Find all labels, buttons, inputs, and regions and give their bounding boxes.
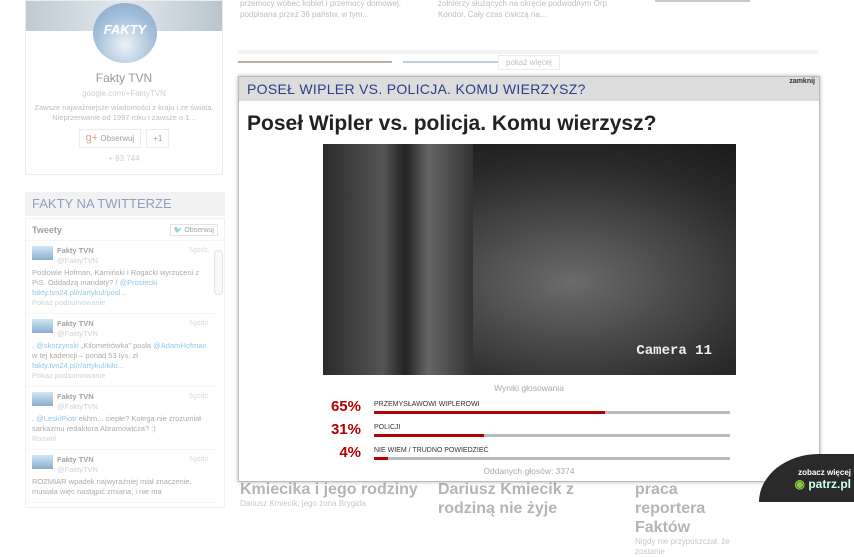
option-percent: 4% — [339, 444, 361, 461]
result-bar-fill — [374, 434, 485, 437]
poll-option: 31% POLICJI — [239, 421, 819, 445]
profile-name[interactable]: Fakty TVN — [95, 71, 153, 85]
show-summary-link[interactable]: Pokaż podsumowanie — [32, 371, 106, 380]
video-frame — [323, 144, 473, 375]
option-percent: 65% — [330, 398, 361, 415]
tweet-handle: @FaktyTVN — [57, 465, 98, 474]
follower-count: + 83 744 — [108, 154, 140, 163]
news-teaser[interactable]: żołnierzy służących na okręcie podwodnym… — [438, 0, 607, 19]
eye-icon: ◉ — [794, 477, 805, 491]
mention-link[interactable]: @Prosiecki — [119, 278, 158, 287]
news-teaser[interactable]: przemocy wobec kobiet i przemocy domowej… — [240, 0, 401, 19]
show-more-button[interactable]: pokaż więcej — [498, 55, 560, 70]
poll-option: 4% NIE WIEM / TRUDNO POWIEDZIEĆ — [239, 444, 819, 468]
twitter-bird-icon: 🐦 — [173, 226, 183, 234]
news-item[interactable]: praca reportera Faktów Nigdy nie przypusz… — [635, 480, 750, 557]
option-percent: 31% — [330, 421, 361, 438]
tweet-text: w tej kadencji – ponad 53 tys. zł — [32, 351, 138, 360]
tweet-handle: @FaktyTVN — [57, 256, 98, 265]
poll-header: POSEŁ WIPLER VS. POLICJA. KOMU WIERZYSZ? — [239, 77, 819, 101]
expand-link[interactable]: Rozwiń — [32, 434, 57, 443]
results-label: Wyniki głosowania — [494, 383, 564, 393]
article-link[interactable]: fakty.tvn24.pl/r/artykul/posl... — [32, 288, 127, 297]
profile-description: Zawsze najważniejsze wiadomości z kraju … — [34, 103, 214, 122]
tweet-handle: @FaktyTVN — [57, 402, 98, 411]
news-title[interactable]: Kmiecika i jego rodziny — [240, 481, 418, 498]
news-title[interactable]: praca reportera Faktów — [635, 481, 706, 536]
gplus-follow-button[interactable]: g+ Obserwuj — [78, 129, 142, 148]
option-label: NIE WIEM / TRUDNO POWIEDZIEĆ — [374, 447, 489, 454]
news-summary: Dariusz Kmiecik, jego żona Brygida — [240, 499, 366, 508]
option-label: POLICJI — [374, 424, 401, 431]
news-summary: Nigdy nie przypuszczał, że zostanie — [635, 537, 730, 556]
divider — [655, 0, 750, 2]
tweet-text: „Kilometrówka" posła — [78, 341, 154, 350]
tweet-text: Posłowie Hofman, Kamiński i Rogacki wyrz… — [32, 268, 200, 287]
mention-link[interactable]: @skorzynski — [36, 341, 79, 350]
news-item[interactable]: Kmiecika i jego rodziny Dariusz Kmiecik, … — [240, 480, 430, 509]
tweet-time[interactable]: 5godz. — [188, 393, 210, 400]
google-plus-widget: FAKTY Fakty TVN google.com/+FaktyTVN Zaw… — [25, 0, 223, 175]
avatar[interactable] — [32, 246, 53, 260]
tweet[interactable]: Fakty TVN @FaktyTVN 5godz.. @LeskiPiotr ek… — [26, 387, 216, 450]
twitter-follow-button[interactable]: 🐦 Obserwuj — [169, 223, 218, 236]
tweet-text: . — [32, 341, 37, 350]
tweet-time[interactable]: 5godz. — [188, 247, 210, 254]
option-label: PRZEMYSŁAWOWI WIPLEROWI — [374, 401, 480, 408]
divider — [238, 50, 818, 54]
divider — [403, 61, 557, 63]
plus-one-button[interactable]: +1 — [146, 129, 170, 148]
tweet-author[interactable]: Fakty TVN — [57, 455, 94, 464]
result-bar — [374, 457, 730, 460]
divider — [238, 61, 392, 63]
tweet-text: ekhm... ciepłe? Kolega nie zrozumiał sar… — [32, 414, 201, 433]
avatar[interactable] — [32, 392, 53, 406]
mention-link[interactable]: @LeskiPiotr — [36, 414, 77, 423]
news-item[interactable]: Dariusz Kmiecik z rodziną nie żyje — [438, 480, 628, 518]
avatar[interactable] — [32, 319, 53, 333]
twitter-section-header: FAKTY NA TWITTERZE — [25, 192, 225, 216]
tweets-label: Tweety — [32, 224, 62, 235]
tweet-author[interactable]: Fakty TVN — [57, 246, 94, 255]
poll-title: Poseł Wipler vs. policja. Komu wierzysz? — [247, 112, 657, 135]
gplus-icon: g+ — [85, 132, 99, 144]
news-title[interactable]: Dariusz Kmiecik z rodziną nie żyje — [438, 481, 575, 517]
tweet-text: ROZMIAR wpadek najwyraźniej miał znaczen… — [32, 477, 192, 496]
show-summary-link[interactable]: Pokaż podsumowanie — [32, 298, 106, 307]
timeline-scrollbar[interactable] — [214, 250, 223, 295]
mention-link[interactable]: @AdamHofman — [153, 341, 207, 350]
article-link[interactable]: fakty.tvn24.pl/r/artykul/kilo... — [32, 361, 124, 370]
tweet[interactable]: Fakty TVN @FaktyTVN 5godz. ROZMIAR wpadek n… — [26, 450, 216, 503]
poll-modal: POSEŁ WIPLER VS. POLICJA. KOMU WIERZYSZ?… — [238, 76, 820, 482]
result-bar — [374, 411, 730, 414]
tweet-handle: @FaktyTVN — [57, 329, 98, 338]
poll-option: 65% PRZEMYSŁAWOWI WIPLEROWI — [239, 398, 819, 422]
tweet[interactable]: Fakty TVN @FaktyTVN 5godz. Posłowie Hofman,… — [26, 241, 216, 314]
follow-label: Obserwuj — [184, 226, 214, 234]
tweet-time[interactable]: 5godz. — [188, 456, 210, 463]
patrz-logo: patrz.pl — [808, 477, 851, 491]
tweet-time[interactable]: 5godz. — [188, 320, 210, 327]
tweet[interactable]: Fakty TVN @FaktyTVN 5godz.. @skorzynski „K… — [26, 314, 216, 387]
result-bar-fill — [374, 457, 389, 460]
tweet-text: . — [32, 414, 37, 423]
see-more-label: zobacz więcej — [798, 468, 851, 477]
avatar[interactable] — [32, 455, 53, 469]
fakty-logo[interactable]: FAKTY — [93, 3, 157, 63]
result-bar-fill — [374, 411, 606, 414]
twitter-timeline: Tweety 🐦 Obserwuj Fakty TVN @FaktyTVN 5godz… — [25, 218, 225, 508]
vote-count: Oddanych głosów: 3374 — [483, 466, 575, 476]
close-button[interactable]: zamknij — [789, 78, 815, 85]
result-bar — [374, 434, 730, 437]
video-player[interactable]: Camera 11 — [323, 144, 736, 375]
profile-url[interactable]: google.com/+FaktyTVN — [82, 89, 166, 98]
tweet-author[interactable]: Fakty TVN — [57, 319, 94, 328]
follow-label: Obserwuj — [100, 134, 135, 143]
tweet-author[interactable]: Fakty TVN — [57, 392, 94, 401]
camera-caption: Camera 11 — [636, 343, 712, 359]
